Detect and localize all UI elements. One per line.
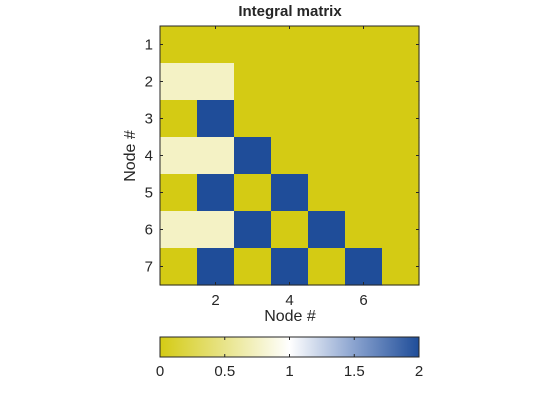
heatmap-cell: [345, 248, 383, 286]
heatmap-cell: [197, 248, 235, 286]
y-tick-label: 7: [145, 259, 153, 276]
heatmap-cell: [160, 137, 198, 175]
heatmap-cell: [345, 26, 383, 64]
heatmap-cell: [160, 174, 198, 212]
heatmap-cell: [234, 63, 272, 101]
heatmap-cell: [197, 174, 235, 212]
colorbar-tick-label: 1.5: [344, 363, 365, 380]
heatmap-cell: [345, 211, 383, 249]
heatmap-cell: [160, 63, 198, 101]
heatmap-cell: [308, 174, 346, 212]
heatmap-cell: [160, 100, 198, 138]
heatmap-cell: [234, 137, 272, 175]
heatmap-cell: [197, 137, 235, 175]
heatmap-cell: [382, 63, 420, 101]
heatmap-cell: [271, 248, 309, 286]
heatmap-cell: [160, 211, 198, 249]
heatmap-cell: [308, 211, 346, 249]
colorbar-tick-label: 0: [156, 363, 164, 380]
heatmap-cell: [345, 174, 383, 212]
y-tick-label: 1: [145, 37, 153, 54]
colorbar-tick-label: 0.5: [214, 363, 235, 380]
heatmap-cell: [160, 26, 198, 64]
heatmap-cell: [234, 248, 272, 286]
colorbar-ticks: 0 0.5 1 1.5 2: [156, 337, 423, 380]
x-axis-ticks: 2 4 6: [211, 26, 368, 309]
y-tick-label: 6: [145, 222, 153, 239]
heatmap-cell: [234, 174, 272, 212]
heatmap-cell: [382, 137, 420, 175]
heatmap-cell: [197, 100, 235, 138]
x-axis-label: Node #: [264, 308, 316, 325]
heatmap-cell: [271, 100, 309, 138]
colorbar-tick-label: 2: [415, 363, 423, 380]
heatmap-cell: [234, 100, 272, 138]
x-tick-label: 4: [285, 292, 293, 309]
x-tick-label: 2: [211, 292, 219, 309]
y-tick-label: 4: [145, 148, 153, 165]
heatmap-cell: [345, 63, 383, 101]
heatmap-cell: [197, 26, 235, 64]
heatmap-cell: [382, 248, 420, 286]
heatmap-cell: [271, 63, 309, 101]
y-axis-ticks: 1 2 3 4 5 6 7: [145, 37, 419, 276]
heatmap-cell: [197, 63, 235, 101]
heatmap-cell: [234, 26, 272, 64]
heatmap-cell: [345, 100, 383, 138]
heatmap-cell: [308, 63, 346, 101]
heatmap-cell: [308, 248, 346, 286]
colorbar-tick-label: 1: [285, 363, 293, 380]
y-tick-label: 5: [145, 185, 153, 202]
heatmap-cell: [308, 137, 346, 175]
heatmap-cell: [382, 211, 420, 249]
heatmap-cell: [382, 100, 420, 138]
heatmap-cell: [345, 137, 383, 175]
heatmap-cell: [382, 26, 420, 64]
heatmap-cell: [197, 211, 235, 249]
heatmap-cell: [382, 174, 420, 212]
y-tick-label: 2: [145, 74, 153, 91]
chart-title: Integral matrix: [238, 3, 342, 20]
heatmap-cell: [271, 211, 309, 249]
heatmap-cell: [234, 211, 272, 249]
heatmap-cell: [308, 100, 346, 138]
x-tick-label: 6: [359, 292, 367, 309]
heatmap-cell: [271, 26, 309, 64]
heatmap-cell: [271, 174, 309, 212]
heatmap-cell: [308, 26, 346, 64]
heatmap-cells: [160, 26, 420, 286]
y-axis-label: Node #: [122, 130, 139, 182]
y-tick-label: 3: [145, 111, 153, 128]
heatmap-cell: [271, 137, 309, 175]
heatmap-cell: [160, 248, 198, 286]
